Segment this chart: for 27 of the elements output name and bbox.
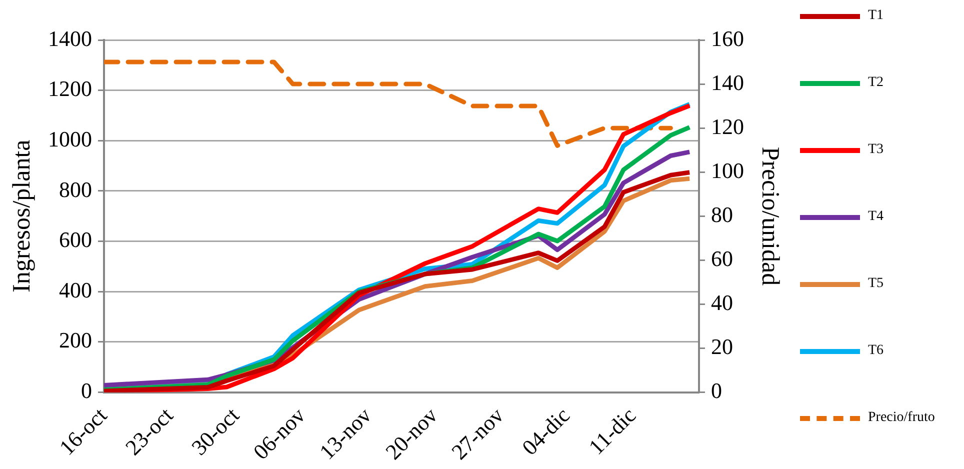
y2-tick-label: 100 (711, 158, 744, 183)
legend-label: T5 (868, 276, 884, 292)
legend-label: T3 (868, 142, 884, 158)
y2-tick-label: 60 (711, 246, 733, 271)
y-tick-label: 1200 (48, 76, 92, 102)
legend-label: T6 (868, 343, 884, 359)
y-tick-label: 200 (59, 328, 92, 353)
y2-tick-label: 80 (711, 202, 733, 227)
legend-label: T1 (868, 8, 884, 24)
y-tick-label: 1000 (48, 126, 92, 152)
line-series (104, 60, 673, 148)
y2-tick-label: 160 (711, 26, 744, 51)
y2-tick-label: 0 (711, 378, 722, 404)
y2-tick-label: 140 (711, 70, 744, 95)
y-tick-label: 1400 (48, 26, 92, 51)
y2-tick-label: 120 (711, 114, 744, 139)
y-tick-label: 400 (59, 277, 92, 302)
y2-tick-label: 40 (711, 290, 733, 315)
legend-label: T2 (868, 75, 884, 91)
y-tick-label: 0 (81, 378, 92, 404)
y-tick-label: 600 (59, 227, 92, 252)
y2-tick-label: 20 (711, 334, 733, 360)
legend-label: T4 (868, 209, 884, 225)
y2-axis-title: Precio/unidad (756, 146, 784, 286)
y-axis-title: Ingresos/planta (8, 140, 36, 292)
legend-label: Precio/fruto (868, 410, 935, 426)
y-tick-label: 800 (59, 176, 92, 202)
